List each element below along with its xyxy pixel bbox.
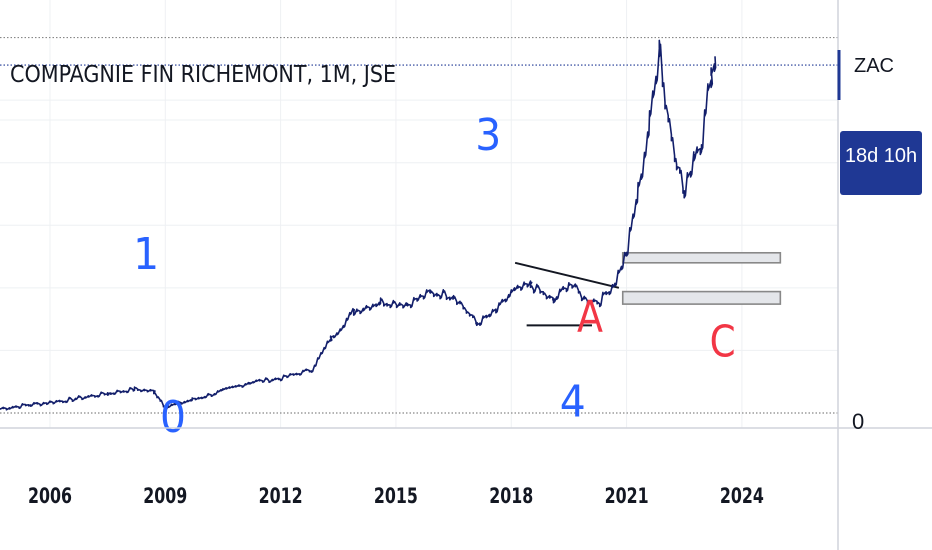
triangle-upper-line [514,261,620,289]
x-tick-label: 2018 [489,484,533,508]
x-tick-label: 2024 [720,484,764,508]
currency-label: ZAC [854,55,894,77]
wave-label: 0 [160,392,186,443]
y-tick-label: 0 [852,409,864,434]
wave-label: 1 [133,229,159,280]
support-zone [621,251,782,264]
grid [0,0,838,428]
price-line [0,39,717,411]
wave-label: C [710,317,736,368]
x-tick-label: 2009 [143,484,187,508]
wave-label: 4 [560,377,586,428]
support-zones [621,251,782,305]
x-tick-label: 2006 [28,484,72,508]
wave-labels: 10345ABC [133,110,736,443]
wave-label: A [577,292,603,343]
x-tick-label: 2021 [605,484,649,508]
chart-title: COMPAGNIE FIN RICHEMONT, 1M, JSE [10,62,396,88]
x-tick-label: 2015 [374,484,418,508]
x-tick-label: 2012 [259,484,303,508]
wave-label: 3 [475,110,501,161]
support-zone [621,290,782,305]
price-series [0,39,717,411]
countdown-label: 18d 10h [845,145,917,167]
countdown-badge [840,131,922,195]
triangle-pattern [514,261,620,327]
